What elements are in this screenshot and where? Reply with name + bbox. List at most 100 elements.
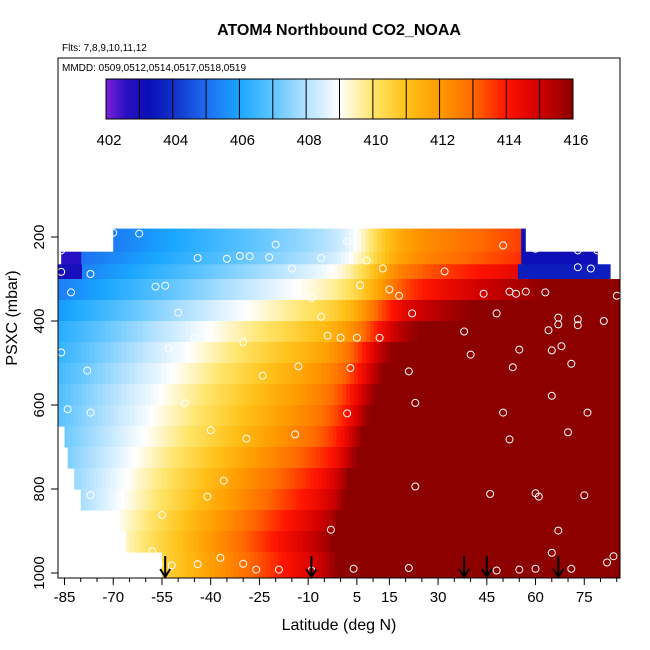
- heatmap-cell: [298, 300, 303, 322]
- heatmap-cell: [554, 405, 559, 427]
- heatmap-cell: [546, 264, 551, 280]
- heatmap-cell: [262, 468, 267, 490]
- heatmap-cell: [570, 279, 575, 301]
- heatmap-cell: [452, 489, 458, 511]
- heatmap-cell: [130, 342, 135, 364]
- heatmap-cell: [158, 531, 163, 553]
- heatmap-cell: [150, 279, 155, 301]
- x-tick-label: 75: [576, 589, 593, 606]
- heatmap-cell: [482, 342, 487, 364]
- heatmap-cell: [332, 426, 338, 448]
- heatmap-cell: [441, 251, 446, 265]
- heatmap-cell: [434, 321, 439, 343]
- heatmap-cell: [240, 489, 246, 511]
- heatmap-cell: [66, 363, 71, 385]
- heatmap-cell: [214, 279, 219, 301]
- heatmap-cell: [152, 426, 158, 448]
- heatmap-cell: [242, 321, 247, 343]
- heatmap-cell: [363, 447, 369, 469]
- heatmap-cell: [358, 321, 363, 343]
- heatmap-cell: [173, 228, 178, 253]
- heatmap-cell: [608, 426, 614, 448]
- heatmap-cell: [62, 384, 67, 406]
- heatmap-cell: [77, 251, 82, 265]
- heatmap-cell: [482, 264, 487, 280]
- heatmap-cell: [277, 251, 282, 265]
- heatmap-cell: [199, 510, 205, 532]
- heatmap-cell: [450, 531, 455, 553]
- heatmap-cell: [282, 531, 287, 553]
- observation-point: [603, 558, 611, 567]
- heatmap-cell: [129, 228, 134, 253]
- heatmap-cell: [190, 531, 195, 553]
- heatmap-cell: [558, 264, 563, 280]
- heatmap-cell: [310, 531, 315, 553]
- observation-point: [534, 492, 543, 501]
- heatmap-cell: [255, 447, 261, 469]
- heatmap-cell: [476, 489, 482, 511]
- heatmap-cell: [374, 531, 379, 553]
- heatmap-cell: [327, 510, 333, 532]
- heatmap-cell: [211, 510, 217, 532]
- heatmap-cell: [70, 264, 75, 280]
- heatmap-cell: [314, 405, 319, 427]
- heatmap-cell: [450, 384, 455, 406]
- heatmap-cell: [606, 279, 611, 301]
- heatmap-cell: [470, 363, 475, 385]
- heatmap-cell: [317, 251, 322, 265]
- heatmap-cell: [126, 279, 131, 301]
- heatmap-cell: [598, 363, 603, 385]
- heatmap-cell: [374, 264, 379, 280]
- heatmap-cell: [218, 342, 223, 364]
- heatmap-cell: [172, 426, 178, 448]
- heatmap-cell: [210, 552, 215, 578]
- heatmap-cell: [544, 489, 550, 511]
- heatmap-cell: [298, 279, 303, 301]
- observation-point: [515, 345, 524, 354]
- heatmap-cell: [299, 447, 305, 469]
- heatmap-cell: [134, 300, 139, 322]
- heatmap-cell: [472, 426, 478, 448]
- heatmap-cell: [184, 426, 190, 448]
- heatmap-cell: [366, 531, 371, 553]
- heatmap-cell: [314, 363, 319, 385]
- heatmap-cell: [390, 531, 395, 553]
- heatmap-cell: [401, 228, 406, 253]
- heatmap-cell: [171, 447, 177, 469]
- heatmap-cell: [566, 468, 571, 490]
- heatmap-cell: [406, 363, 411, 385]
- heatmap-cell: [470, 384, 475, 406]
- heatmap-cell: [496, 489, 502, 511]
- heatmap-cell: [606, 552, 611, 578]
- heatmap-cell: [374, 384, 379, 406]
- heatmap-cell: [530, 552, 535, 578]
- observation-point: [252, 565, 261, 574]
- heatmap-cell: [418, 342, 423, 364]
- heatmap-cell: [596, 489, 602, 511]
- heatmap-cell: [606, 405, 611, 427]
- heatmap-cell: [274, 552, 279, 578]
- heatmap-cell: [566, 321, 571, 343]
- heatmap-cell: [330, 300, 335, 322]
- heatmap-cell: [78, 264, 83, 280]
- heatmap-cell: [366, 468, 371, 490]
- heatmap-cell: [187, 510, 193, 532]
- heatmap-cell: [254, 342, 259, 364]
- heatmap-cell: [478, 300, 483, 322]
- heatmap-cell: [214, 321, 219, 343]
- heatmap-cell: [114, 321, 119, 343]
- heatmap-cell: [212, 426, 218, 448]
- heatmap-cell: [269, 228, 274, 253]
- heatmap-cell: [100, 489, 106, 511]
- heatmap-cell: [342, 531, 347, 553]
- heatmap-cell: [445, 251, 450, 265]
- heatmap-cell: [562, 363, 567, 385]
- heatmap-cell: [148, 426, 154, 448]
- heatmap-cell: [197, 251, 202, 265]
- heatmap-cell: [508, 489, 514, 511]
- heatmap-cell: [370, 468, 375, 490]
- heatmap-cell: [226, 321, 231, 343]
- heatmap-cell: [566, 363, 571, 385]
- heatmap-cell: [190, 552, 195, 578]
- heatmap-cell: [222, 384, 227, 406]
